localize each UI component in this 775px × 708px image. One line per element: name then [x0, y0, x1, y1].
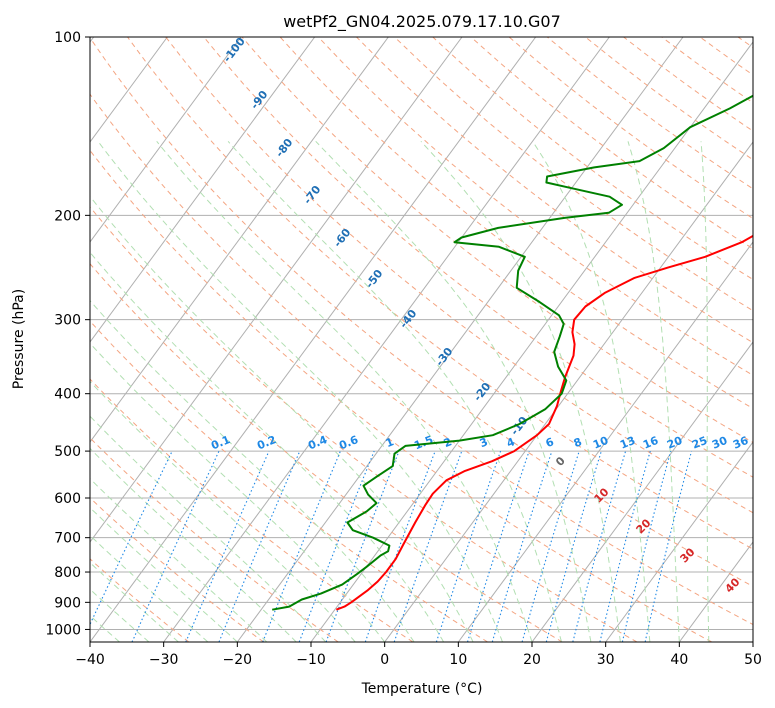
temperature-line: [335, 234, 753, 611]
isotherm-line: [752, 641, 753, 642]
isotherm-line: [90, 37, 463, 543]
moist-adiabat-line: [532, 141, 651, 642]
mixing-ratio-line: [435, 450, 502, 642]
y-tick-label: 900: [54, 595, 81, 611]
x-tick-label: −30: [149, 652, 179, 668]
isotherm-line: [236, 37, 684, 642]
y-tick-label: 300: [54, 313, 81, 329]
moist-adiabat-line: [420, 140, 621, 642]
mixing-ratio-label: 20: [665, 434, 684, 452]
mixing-ratio-line: [572, 450, 627, 642]
x-tick-label: 20: [523, 652, 541, 668]
y-tick-label: 1000: [45, 622, 81, 638]
series-layer: [272, 94, 753, 611]
dry-adiabat-line: [90, 206, 638, 642]
dry-adiabat-line: [317, 37, 753, 376]
plot-frame: [89, 36, 754, 643]
mixing-ratio-line: [545, 450, 602, 642]
dewpoint-line: [272, 94, 753, 611]
x-tick-label: 50: [744, 652, 762, 668]
mixing-ratio-label: 8: [572, 435, 584, 450]
dry-adiabat-line: [356, 37, 753, 344]
y-tick-label: 400: [54, 387, 81, 403]
x-tick-label: −20: [223, 652, 253, 668]
moist-adiabat-line: [90, 478, 268, 642]
plot-area: [90, 37, 753, 642]
y-tick-label: 100: [54, 30, 81, 46]
mixing-ratio-line: [521, 450, 580, 642]
mixing-ratio-line: [364, 450, 436, 642]
mixing-ratio-label: 2: [442, 435, 454, 450]
isotherm-line: [310, 41, 753, 642]
mixing-ratio-line: [262, 450, 341, 642]
isotherm-line: [384, 141, 753, 642]
dry-adiabat-line: [241, 37, 753, 444]
x-axis-title: Temperature (°C): [361, 681, 483, 697]
mixing-ratio-label: 36: [731, 434, 750, 452]
mixing-ratio-line: [644, 450, 693, 642]
mixing-ratio-label: 16: [641, 434, 660, 452]
mixing-ratio-line: [466, 450, 530, 642]
dry-adiabat-line: [90, 149, 712, 642]
isotherm-line: [163, 37, 610, 642]
dry-adiabat-line: [90, 558, 190, 642]
mixing-ratio-label: 1: [384, 435, 396, 450]
dry-adiabat-line: [90, 378, 414, 642]
y-tick-label: 800: [54, 565, 81, 581]
moist-adiabat-line: [90, 299, 415, 642]
dry-adiabat-line: [127, 37, 753, 550]
isotherm-line: [531, 341, 753, 642]
isotherm-line: [605, 441, 753, 642]
mixing-ratio-label: 3: [478, 435, 490, 450]
dry-adiabat-line: [90, 37, 753, 587]
isotherm-line: [90, 37, 537, 642]
y-tick-label: 600: [54, 491, 81, 507]
dry-adiabat-line: [165, 37, 753, 514]
moist-adiabat-line: [90, 447, 297, 642]
moist-adiabat-line: [156, 140, 533, 642]
chart-title: wetPf2_GN04.2025.079.17.10.G07: [283, 12, 561, 32]
isotherm-line: [90, 37, 316, 343]
x-tick-label: 40: [670, 652, 688, 668]
dry-adiabat-line: [90, 93, 753, 626]
y-tick-label: 500: [54, 444, 81, 460]
isotherm-line: [90, 37, 242, 243]
x-tick-label: −40: [75, 652, 105, 668]
mixing-ratio-line: [298, 450, 375, 642]
y-tick-label: 200: [54, 208, 81, 224]
mixing-ratio-line: [599, 450, 651, 642]
moist-adiabat-line: [700, 141, 710, 642]
y-axis: 100 200 300 400 500 600 700 800 900 1000: [45, 30, 90, 638]
moist-adiabat-line: [90, 195, 474, 642]
mixing-ratio-line: [185, 450, 270, 642]
mixing-ratio-line: [491, 450, 553, 642]
mixing-ratio-label: 30: [710, 434, 729, 452]
dry-adiabat-line: [90, 263, 563, 642]
y-axis-title: Pressure (hPa): [11, 289, 27, 389]
x-tick-label: 10: [449, 652, 467, 668]
mixing-ratio-line: [218, 450, 301, 642]
isotherm-line: [90, 37, 389, 443]
moist-adiabat-line: [90, 380, 356, 642]
moist-adiabat-line: [90, 415, 327, 642]
x-tick-label: 30: [597, 652, 615, 668]
isotherm-line: [90, 37, 168, 143]
mixing-ratio-label: 25: [690, 434, 709, 452]
moist-adiabat-line: [90, 251, 445, 642]
x-tick-label: −10: [296, 652, 326, 668]
moist-adiabat-line: [627, 141, 680, 642]
moist-adiabat-line: [97, 140, 503, 642]
x-tick-label: 0: [380, 652, 389, 668]
mixing-ratio-line: [393, 450, 463, 642]
y-tick-label: 700: [54, 531, 81, 547]
mixing-ratio-label: 10: [591, 434, 610, 452]
moist-adiabat-line: [227, 140, 562, 642]
x-axis: −40 −30 −20 −10 0 10 20 30 40 50: [75, 642, 762, 668]
mixing-ratio-line: [325, 450, 400, 642]
grid-layer: [90, 37, 753, 642]
mixing-ratio-line: [621, 450, 672, 642]
mixing-ratio-label: 13: [618, 434, 637, 452]
